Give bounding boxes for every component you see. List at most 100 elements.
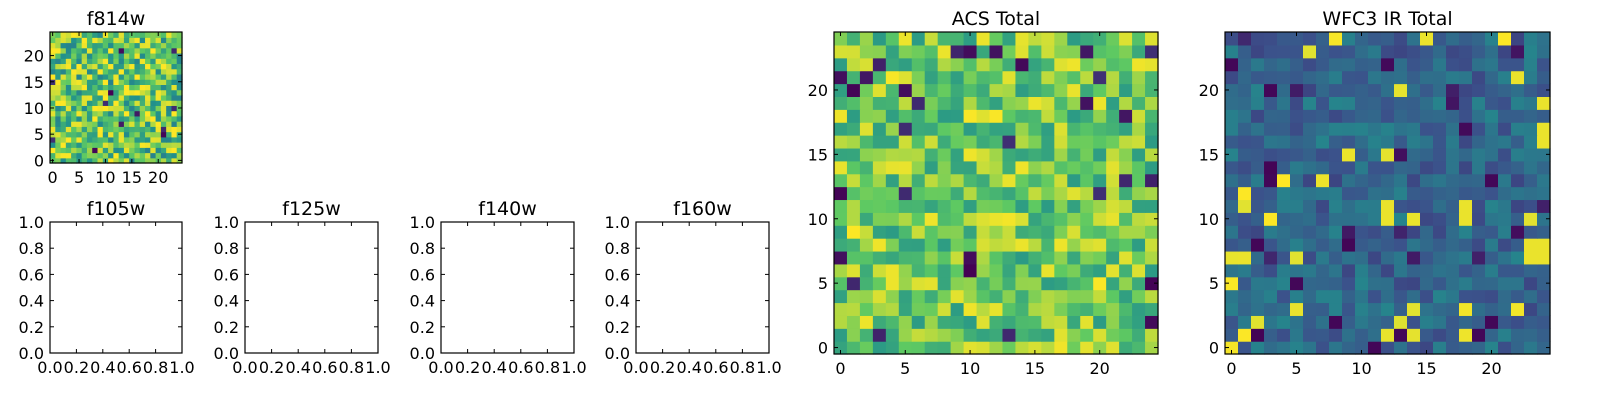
heatmap-cell	[1015, 263, 1029, 278]
heatmap-cell	[963, 173, 978, 188]
heatmap-cell	[176, 63, 183, 70]
heatmap-cell	[1106, 225, 1120, 239]
heatmap-cell	[55, 136, 62, 143]
heatmap-cell	[911, 341, 926, 355]
heatmap-cell	[118, 105, 125, 112]
heatmap-cell	[129, 73, 136, 80]
heatmap-cell	[1537, 44, 1551, 59]
heatmap-cell	[872, 276, 887, 291]
heatmap-cell	[55, 63, 62, 70]
heatmap-cell	[102, 100, 109, 106]
heatmap-cell	[1472, 238, 1486, 252]
heatmap-cell	[145, 37, 151, 44]
heatmap-cell	[937, 173, 952, 188]
heatmap-cell	[1485, 96, 1499, 110]
heatmap-cell	[963, 122, 978, 136]
heatmap-cell	[1002, 32, 1017, 46]
heatmap-cell	[924, 83, 939, 97]
heatmap-cell	[846, 96, 861, 110]
heatmap-cell	[118, 136, 125, 143]
heatmap-cell	[150, 89, 157, 96]
heatmap-cell	[1238, 263, 1252, 278]
y-tick-label: 0	[34, 151, 44, 170]
heatmap-cell	[129, 136, 136, 143]
heatmap-cell	[1132, 83, 1146, 97]
heatmap-cell	[145, 131, 151, 138]
heatmap-cell	[1145, 315, 1159, 329]
heatmap-cell	[1264, 341, 1278, 355]
heatmap-cell	[123, 32, 130, 38]
heatmap-cell	[1342, 147, 1356, 162]
heatmap-cell	[1329, 250, 1343, 265]
heatmap-cell	[1342, 96, 1356, 110]
heatmap-cell	[160, 42, 167, 49]
heatmap-cell	[976, 212, 991, 226]
heatmap-cell	[1316, 315, 1330, 329]
heatmap-cell	[1106, 212, 1120, 226]
heatmap-cell	[1420, 199, 1434, 213]
heatmap-cell	[846, 147, 861, 162]
heatmap-cell	[1067, 147, 1081, 162]
heatmap-cell	[859, 302, 874, 316]
heatmap-cell	[123, 68, 130, 75]
heatmap-cell	[1342, 341, 1356, 355]
heatmap-cell	[1524, 315, 1538, 329]
heatmap-cell	[113, 79, 120, 85]
heatmap-cell	[872, 199, 887, 213]
panel-title: f814w	[87, 8, 146, 30]
heatmap-cell	[898, 135, 913, 149]
heatmap-cell	[1225, 276, 1239, 291]
heatmap-cell	[859, 341, 874, 355]
heatmap-cell	[123, 136, 130, 143]
heatmap-cell	[76, 68, 83, 75]
heatmap-cell	[1511, 289, 1525, 304]
y-tick-label: 0	[1209, 339, 1219, 358]
heatmap-cell	[924, 302, 939, 316]
heatmap-cell	[834, 57, 848, 72]
heatmap-cell	[108, 110, 114, 117]
heatmap-cell	[1459, 109, 1473, 123]
heatmap-cell	[129, 105, 136, 112]
heatmap-cell	[1067, 96, 1081, 110]
heatmap-cell	[160, 142, 167, 148]
heatmap-cells	[50, 32, 183, 164]
heatmap-cell	[1316, 263, 1330, 278]
heatmap-cell	[1225, 238, 1239, 252]
heatmap-cell	[1394, 212, 1408, 226]
heatmap-cell	[1407, 212, 1421, 226]
heatmap-cell	[1537, 135, 1551, 149]
heatmap-cell	[1119, 212, 1133, 226]
heatmap-cell	[171, 89, 178, 96]
heatmap-cell	[1132, 57, 1146, 72]
heatmap-cell	[1002, 250, 1017, 265]
heatmap-cell	[1145, 289, 1159, 304]
heatmap-cell	[859, 315, 874, 329]
heatmap-cell	[1080, 250, 1094, 265]
heatmap-cell	[118, 100, 125, 106]
heatmap-cell	[1145, 83, 1159, 97]
heatmap-cell	[134, 84, 141, 91]
heatmap-cell	[1472, 328, 1486, 342]
heatmap-cell	[1459, 57, 1473, 72]
y-tick-label: 10	[24, 99, 44, 118]
heatmap-cell	[1433, 289, 1447, 304]
heatmap-cell	[150, 126, 157, 133]
heatmap-cell	[1028, 289, 1042, 304]
heatmap-cell	[1093, 186, 1107, 201]
heatmap-cell	[1472, 341, 1486, 355]
heatmap-cell	[1225, 212, 1239, 226]
heatmap-cell	[1368, 212, 1382, 226]
heatmap-cell	[86, 58, 93, 65]
heatmap-cell	[1251, 276, 1265, 291]
heatmap-cell	[92, 52, 99, 59]
heatmap-cell	[171, 79, 178, 85]
heatmap-cell	[1290, 122, 1304, 136]
heatmap-cell	[1119, 276, 1133, 291]
heatmap-cell	[1355, 263, 1369, 278]
heatmap-cell	[1420, 70, 1434, 85]
heatmap-cell	[859, 238, 874, 252]
heatmap-cell	[885, 341, 900, 355]
heatmap-cell	[65, 52, 72, 59]
heatmap-cell	[1264, 328, 1278, 342]
heatmap-cell	[166, 89, 173, 96]
